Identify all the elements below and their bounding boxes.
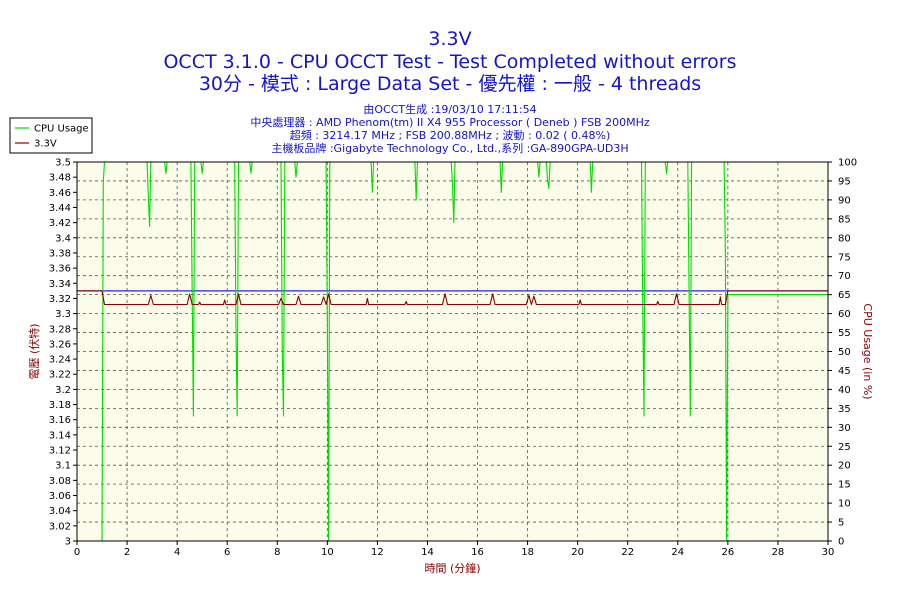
y2-tick-label: 85 bbox=[838, 214, 851, 225]
chart-subtitle-mode: 30分 - 模式 : Large Data Set - 優先權 : 一般 - 4… bbox=[198, 73, 702, 95]
y2-tick-label: 55 bbox=[838, 328, 851, 339]
x-tick-label: 14 bbox=[421, 547, 434, 558]
y2-tick-label: 70 bbox=[838, 271, 851, 282]
y2-tick-label: 15 bbox=[838, 480, 851, 491]
x-tick-label: 4 bbox=[174, 547, 180, 558]
chart-subtitle-test: OCCT 3.1.0 - CPU OCCT Test - Test Comple… bbox=[163, 51, 737, 73]
series-cpu-usage-line bbox=[77, 161, 828, 542]
y2-tick-label: 80 bbox=[838, 233, 851, 244]
y-tick-label: 3.42 bbox=[49, 218, 71, 229]
y-tick-label: 3.06 bbox=[49, 491, 71, 502]
overclock-info: 超頻 : 3214.17 MHz ; FSB 200.88MHz ; 波動 : … bbox=[289, 129, 611, 142]
y2-tick-label: 60 bbox=[838, 309, 851, 320]
y-tick-label: 3.24 bbox=[49, 355, 71, 366]
axis-ticks: 0 2 4 6 8 10 12 14 16 18 20 22 24 26 28 3033.023.043.06… bbox=[49, 158, 857, 559]
x-tick-label: 6 bbox=[224, 547, 230, 558]
y-tick-label: 3.44 bbox=[49, 203, 71, 214]
x-tick-label: 2 bbox=[124, 547, 130, 558]
y2-tick-label: 65 bbox=[838, 290, 851, 301]
y2-tick-label: 75 bbox=[838, 252, 851, 263]
y-tick-label: 3.34 bbox=[49, 279, 71, 290]
x-tick-label: 8 bbox=[274, 547, 280, 558]
y-tick-label: 3.2 bbox=[55, 385, 71, 396]
y-tick-label: 3.08 bbox=[49, 476, 71, 487]
y2-tick-label: 50 bbox=[838, 347, 851, 358]
x-tick-label: 10 bbox=[321, 547, 334, 558]
x-tick-label: 18 bbox=[521, 547, 534, 558]
motherboard-info: 主機板品牌 :Gigabyte Technology Co., Ltd.,系列 … bbox=[271, 142, 629, 155]
y-tick-label: 3.02 bbox=[49, 521, 71, 532]
y-tick-label: 3.3 bbox=[55, 309, 71, 320]
y2-tick-label: 35 bbox=[838, 404, 851, 415]
y2-tick-label: 45 bbox=[838, 366, 851, 377]
legend-label-cpu-usage: CPU Usage bbox=[34, 124, 89, 135]
x-tick-label: 30 bbox=[822, 547, 835, 558]
legend-box bbox=[9, 117, 93, 154]
y-tick-label: 3.12 bbox=[49, 446, 71, 457]
y-tick-label: 3.26 bbox=[49, 339, 71, 350]
x-tick-label: 24 bbox=[671, 547, 684, 558]
y-tick-label: 3.46 bbox=[49, 188, 71, 199]
y-tick-label: 3.14 bbox=[49, 430, 71, 441]
y-tick-label: 3.1 bbox=[55, 461, 71, 472]
y-tick-label: 3 bbox=[65, 537, 71, 548]
y2-axis-label: CPU Usage (in %) bbox=[861, 303, 874, 399]
y2-tick-label: 25 bbox=[838, 442, 851, 453]
y2-tick-label: 20 bbox=[838, 461, 851, 472]
y-tick-label: 3.38 bbox=[49, 248, 71, 259]
x-tick-label: 12 bbox=[371, 547, 384, 558]
generated-info: 由OCCT生成 :19/03/10 17:11:54 bbox=[363, 103, 537, 116]
y2-tick-label: 0 bbox=[838, 537, 844, 548]
x-tick-label: 28 bbox=[772, 547, 785, 558]
series-3v3-line bbox=[77, 290, 828, 306]
y-tick-label: 3.36 bbox=[49, 264, 71, 275]
x-tick-label: 26 bbox=[721, 547, 734, 558]
y-tick-label: 3.04 bbox=[49, 506, 71, 517]
y2-tick-label: 30 bbox=[838, 423, 851, 434]
legend: CPU Usage 3.3V bbox=[9, 117, 93, 154]
y-tick-label: 3.22 bbox=[49, 370, 71, 381]
y2-tick-label: 5 bbox=[838, 518, 844, 529]
y2-tick-label: 100 bbox=[838, 158, 857, 169]
y-tick-label: 3.4 bbox=[55, 233, 71, 244]
x-tick-label: 16 bbox=[471, 547, 484, 558]
grid-lines bbox=[77, 162, 828, 541]
x-tick-label: 22 bbox=[621, 547, 634, 558]
cpu-info: 中央處理器 : AMD Phenom(tm) II X4 955 Process… bbox=[250, 116, 650, 129]
y2-tick-label: 10 bbox=[838, 499, 851, 510]
legend-label-3v3: 3.3V bbox=[34, 139, 57, 150]
y-tick-label: 3.5 bbox=[55, 158, 71, 169]
y-tick-label: 3.32 bbox=[49, 294, 71, 305]
x-tick-label: 0 bbox=[74, 547, 80, 558]
y-tick-label: 3.18 bbox=[49, 400, 71, 411]
series-layer bbox=[77, 161, 828, 542]
y-axis-label: 電壓 (伏特) bbox=[27, 323, 41, 379]
y-tick-label: 3.16 bbox=[49, 415, 71, 426]
x-axis-label: 時間 (分鐘) bbox=[424, 561, 480, 575]
chart-title: 3.3V bbox=[428, 28, 472, 50]
y-tick-label: 3.28 bbox=[49, 324, 71, 335]
y2-tick-label: 95 bbox=[838, 176, 851, 187]
y-tick-label: 3.48 bbox=[49, 173, 71, 184]
y2-tick-label: 40 bbox=[838, 385, 851, 396]
x-tick-label: 20 bbox=[571, 547, 584, 558]
y2-tick-label: 90 bbox=[838, 195, 851, 206]
